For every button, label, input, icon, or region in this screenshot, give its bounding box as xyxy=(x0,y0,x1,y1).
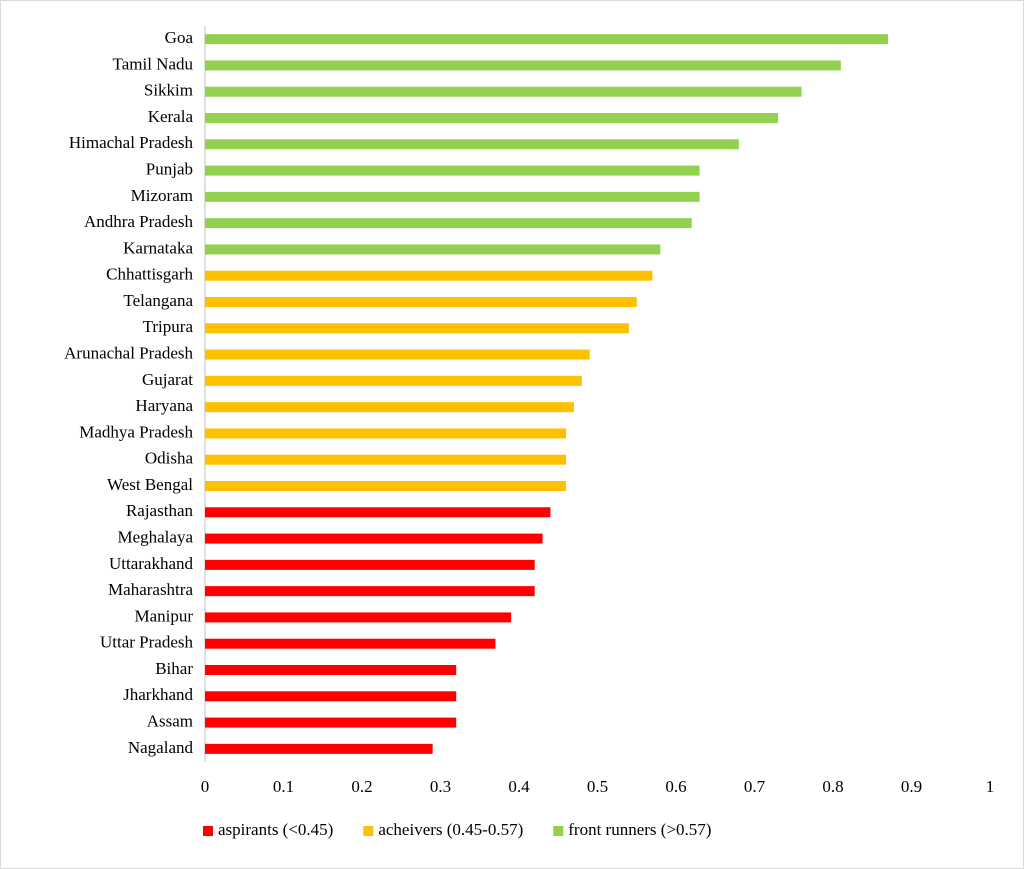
bar xyxy=(205,743,433,754)
bar xyxy=(205,586,535,597)
bar xyxy=(205,139,739,150)
bar xyxy=(205,559,535,570)
y-tick-label: Arunachal Pradesh xyxy=(64,343,193,362)
bar xyxy=(205,533,543,544)
bar xyxy=(205,323,629,334)
y-tick-label: Andhra Pradesh xyxy=(84,212,194,231)
bar xyxy=(205,402,574,413)
y-tick-label: West Bengal xyxy=(107,475,193,494)
y-tick-label: Uttarakhand xyxy=(109,554,194,573)
x-tick-label: 0.2 xyxy=(351,777,372,796)
y-tick-label: Goa xyxy=(165,28,194,47)
y-tick-label: Punjab xyxy=(146,159,193,178)
legend-swatch xyxy=(363,826,374,836)
y-tick-label: Gujarat xyxy=(142,370,193,389)
x-tick-label: 0.9 xyxy=(901,777,922,796)
bar xyxy=(205,218,692,229)
x-tick-label: 0.6 xyxy=(665,777,686,796)
legend-label: acheivers (0.45-0.57) xyxy=(378,820,523,839)
y-tick-label: Sikkim xyxy=(144,81,193,100)
bar xyxy=(205,665,457,675)
y-tick-label: Rajasthan xyxy=(126,501,194,520)
bar xyxy=(205,86,802,97)
x-tick-label: 0.4 xyxy=(508,777,530,796)
y-tick-label: Meghalaya xyxy=(117,527,193,546)
x-tick-label: 0.3 xyxy=(430,777,451,796)
bar xyxy=(205,34,888,45)
bar xyxy=(205,375,582,386)
x-tick-label: 0 xyxy=(201,777,210,796)
x-tick-label: 0.5 xyxy=(587,777,608,796)
x-tick-label: 0.8 xyxy=(822,777,843,796)
y-tick-label: Chhattisgarh xyxy=(106,265,193,284)
y-tick-label: Haryana xyxy=(135,396,193,415)
bar xyxy=(205,270,653,281)
y-tick-label: Jharkhand xyxy=(123,685,193,704)
legend-label: front runners (>0.57) xyxy=(568,820,711,839)
y-tick-label: Tripura xyxy=(143,317,194,336)
bar xyxy=(205,507,551,518)
bar xyxy=(205,638,496,649)
y-tick-label: Kerala xyxy=(148,107,194,126)
y-tick-label: Karnataka xyxy=(123,238,193,257)
y-tick-label: Uttar Pradesh xyxy=(100,633,194,652)
y-tick-label: Assam xyxy=(147,711,193,730)
bar xyxy=(205,113,779,123)
bar xyxy=(205,60,841,71)
bar xyxy=(205,244,661,255)
y-tick-label: Himachal Pradesh xyxy=(69,133,194,152)
y-tick-label: Bihar xyxy=(155,659,193,678)
x-tick-label: 0.7 xyxy=(744,777,766,796)
x-tick-label: 0.1 xyxy=(273,777,294,796)
y-tick-label: Telangana xyxy=(123,291,193,310)
y-tick-label: Mizoram xyxy=(131,186,193,205)
bar xyxy=(205,691,457,702)
y-tick-label: Tamil Nadu xyxy=(113,54,194,73)
legend-swatch xyxy=(553,826,564,836)
x-tick-label: 1 xyxy=(986,777,995,796)
bar xyxy=(205,481,567,491)
y-tick-label: Manipur xyxy=(134,606,193,625)
bar xyxy=(205,349,590,360)
y-tick-label: Maharashtra xyxy=(108,580,193,599)
bar xyxy=(205,612,512,623)
bar xyxy=(205,717,457,728)
y-tick-label: Odisha xyxy=(145,449,194,468)
bar xyxy=(205,191,700,202)
legend-label: aspirants (<0.45) xyxy=(218,820,333,839)
legend-swatch xyxy=(203,826,213,836)
bar xyxy=(205,454,567,465)
bar xyxy=(205,165,700,176)
y-tick-label: Madhya Pradesh xyxy=(79,422,193,441)
bar xyxy=(205,297,637,307)
bar xyxy=(205,428,567,439)
y-tick-label: Nagaland xyxy=(128,738,194,757)
